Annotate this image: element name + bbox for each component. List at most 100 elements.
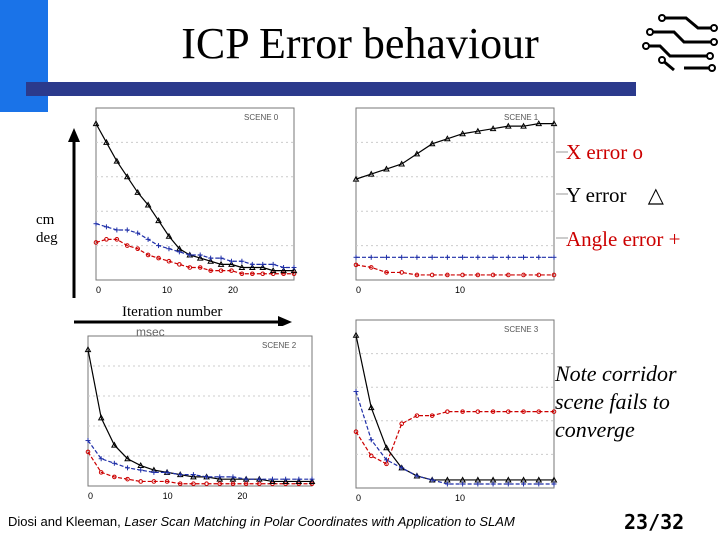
data-point bbox=[216, 475, 224, 482]
data-point bbox=[429, 272, 435, 278]
scene-label: SCENE 3 bbox=[504, 325, 539, 334]
data-point bbox=[239, 271, 245, 277]
data-point bbox=[229, 268, 234, 273]
data-point bbox=[238, 263, 246, 270]
data-point bbox=[145, 252, 151, 258]
data-point bbox=[460, 409, 465, 414]
plot-frame bbox=[355, 107, 555, 281]
data-point bbox=[459, 130, 466, 137]
series-line bbox=[87, 349, 312, 483]
data-point bbox=[291, 271, 297, 277]
data-point bbox=[177, 262, 182, 267]
note-text: Note corridor scene fails to converge bbox=[555, 360, 715, 444]
series-line bbox=[355, 335, 554, 481]
footer-citation: Diosi and Kleeman, Laser Scan Matching i… bbox=[8, 514, 515, 529]
header-rule bbox=[26, 82, 636, 96]
data-point bbox=[217, 260, 225, 267]
data-point bbox=[474, 127, 482, 134]
data-point bbox=[460, 272, 465, 278]
data-point bbox=[536, 409, 542, 414]
x-axis-label: Iteration number bbox=[122, 304, 223, 320]
footer-paper-title: Laser Scan Matching in Polar Coordinates… bbox=[124, 514, 515, 529]
plot-scene-3: SCENE 3 0 10 bbox=[352, 319, 558, 503]
data-point bbox=[259, 263, 267, 270]
note-line-3: converge bbox=[555, 417, 635, 442]
data-point bbox=[207, 257, 214, 264]
data-point bbox=[103, 138, 110, 145]
data-point bbox=[413, 150, 421, 157]
plot-frame bbox=[87, 335, 313, 487]
data-point bbox=[98, 470, 104, 475]
data-point bbox=[414, 272, 420, 278]
circuit-logo-icon bbox=[642, 14, 718, 72]
data-point bbox=[228, 260, 235, 267]
data-point bbox=[177, 481, 183, 487]
data-point bbox=[191, 481, 196, 487]
data-point bbox=[535, 120, 543, 127]
series-line bbox=[355, 391, 554, 485]
data-point bbox=[151, 479, 157, 484]
legend-y-error: Y error △ bbox=[566, 183, 664, 208]
legend-connectors bbox=[556, 151, 568, 239]
data-point bbox=[353, 429, 359, 435]
y-axis-unit-cm: cm bbox=[36, 212, 55, 228]
data-point bbox=[295, 477, 303, 484]
note-line-1: Note corridor bbox=[555, 361, 677, 386]
data-point bbox=[429, 413, 435, 418]
data-point bbox=[384, 270, 389, 275]
data-point bbox=[368, 265, 374, 270]
data-point bbox=[250, 271, 255, 277]
series-line bbox=[95, 223, 294, 269]
plot-scene-1: SCENE 1 0 10 bbox=[352, 107, 558, 295]
data-point bbox=[137, 462, 145, 469]
data-point bbox=[269, 477, 276, 484]
x-tick-label: 0 bbox=[88, 491, 93, 501]
data-point bbox=[155, 217, 162, 224]
legend-angle-error: Angle error + bbox=[566, 227, 681, 251]
data-point bbox=[113, 157, 121, 164]
data-point bbox=[243, 481, 249, 487]
data-point bbox=[521, 272, 526, 278]
data-point bbox=[208, 268, 213, 273]
data-point bbox=[414, 413, 420, 418]
data-point bbox=[444, 135, 451, 142]
data-point bbox=[196, 254, 204, 261]
data-point bbox=[398, 160, 406, 167]
data-point bbox=[134, 188, 142, 195]
footer-authors: Diosi and Kleeman, bbox=[8, 514, 125, 529]
data-point bbox=[190, 473, 197, 480]
data-point bbox=[84, 346, 92, 353]
data-point bbox=[144, 201, 152, 208]
x-tick-label: 20 bbox=[228, 285, 238, 295]
x-tick-label: 10 bbox=[455, 285, 465, 295]
plot-scene-0: SCENE 0 0 10 20 bbox=[92, 107, 298, 295]
data-point bbox=[290, 267, 298, 274]
data-point bbox=[490, 272, 496, 278]
data-point bbox=[166, 258, 172, 264]
data-point bbox=[112, 474, 117, 480]
data-point bbox=[445, 409, 450, 414]
data-point bbox=[248, 263, 256, 270]
x-tick-label: 10 bbox=[163, 491, 173, 501]
y-axis-unit-deg: deg bbox=[36, 230, 58, 246]
page-number: 23/32 bbox=[624, 510, 685, 534]
series-line bbox=[355, 123, 554, 180]
plot-scene-2: SCENE 2 0 10 20 bbox=[84, 335, 316, 501]
data-point bbox=[114, 237, 120, 242]
data-point bbox=[551, 272, 557, 278]
data-point bbox=[124, 243, 130, 248]
data-point bbox=[187, 265, 193, 270]
x-tick-label: 20 bbox=[237, 491, 247, 501]
series-line bbox=[95, 238, 294, 275]
plot-frame bbox=[355, 319, 555, 489]
data-point bbox=[475, 272, 481, 278]
data-point bbox=[550, 120, 558, 127]
data-point bbox=[270, 271, 276, 277]
scene-label: SCENE 2 bbox=[262, 341, 297, 350]
data-point bbox=[164, 479, 170, 484]
triangle-icon: △ bbox=[647, 183, 664, 207]
data-point bbox=[399, 270, 404, 275]
note-line-2: scene fails to bbox=[555, 389, 670, 414]
slide-title: ICP Error behaviour bbox=[181, 19, 539, 68]
data-point bbox=[445, 272, 450, 278]
